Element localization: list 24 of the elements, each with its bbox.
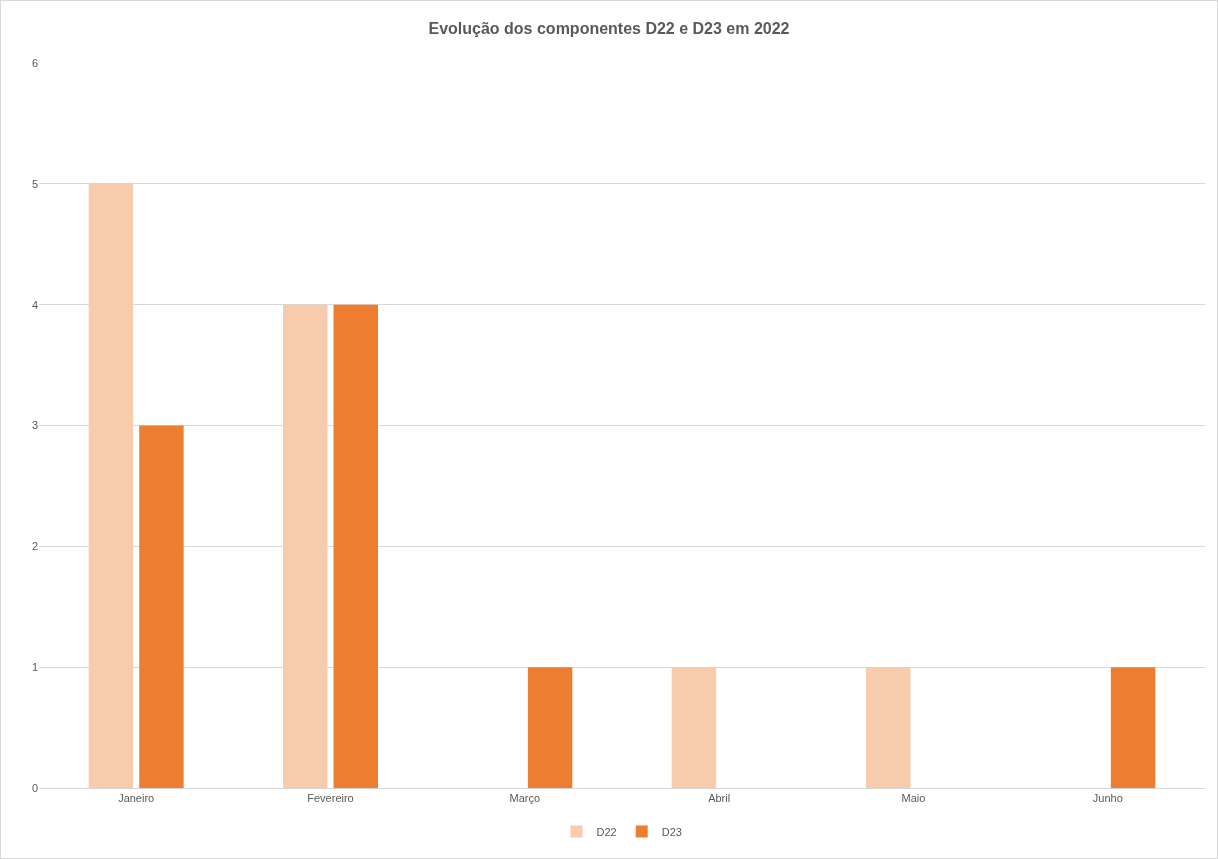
bar bbox=[283, 304, 328, 788]
y-tick-label: 6 bbox=[31, 56, 38, 69]
bar bbox=[333, 304, 378, 788]
y-tick-label: 0 bbox=[31, 781, 38, 794]
y-tick-label: 2 bbox=[31, 540, 38, 553]
bar bbox=[671, 667, 717, 788]
bar bbox=[1110, 667, 1156, 788]
y-tick-label: 4 bbox=[31, 298, 38, 311]
y-tick-label: 1 bbox=[31, 661, 38, 674]
x-tick-label: Janeiro bbox=[118, 792, 155, 805]
x-tick-label: Maio bbox=[901, 792, 926, 805]
x-tick-label: Março bbox=[509, 792, 541, 805]
bar bbox=[527, 667, 573, 788]
bar bbox=[139, 425, 184, 788]
bar bbox=[866, 667, 911, 788]
x-tick-label: Fevereiro bbox=[307, 792, 354, 805]
y-tick-label: 3 bbox=[31, 419, 38, 432]
y-tick-label: 5 bbox=[31, 177, 38, 190]
chart-title: Evolução dos componentes D22 e D23 em 2022 bbox=[428, 19, 790, 37]
x-tick-label: Junho bbox=[1092, 792, 1123, 805]
legend-label: D22 bbox=[596, 825, 617, 838]
legend-label: D23 bbox=[661, 825, 682, 838]
bar bbox=[88, 183, 134, 788]
x-tick-label: Abril bbox=[708, 792, 731, 805]
